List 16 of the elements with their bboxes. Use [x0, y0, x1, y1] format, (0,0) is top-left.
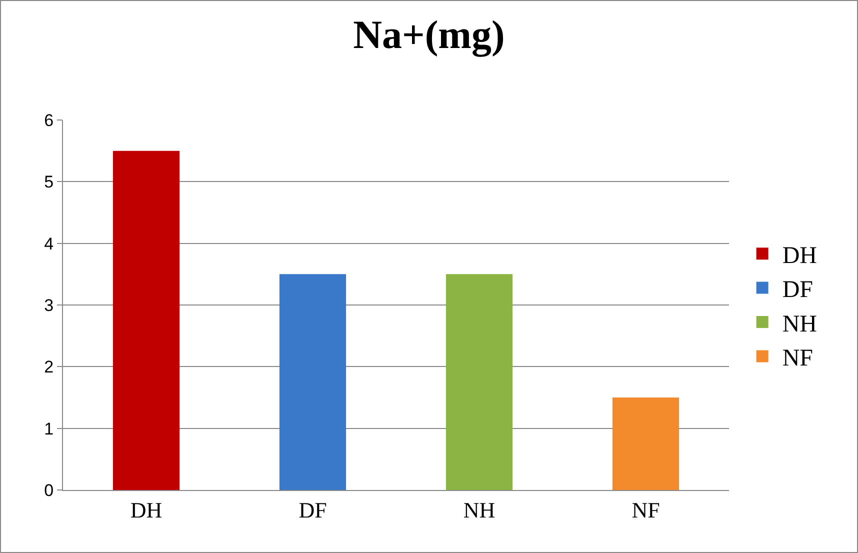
legend-label: DF [782, 277, 814, 304]
legend-label: NH [782, 311, 817, 338]
chart-title: Na+(mg) [353, 12, 505, 58]
y-tick-label: 6 [44, 110, 54, 130]
legend-label: NF [782, 346, 814, 372]
x-tick-label: DH [130, 497, 162, 522]
x-tick-label: NH [463, 497, 496, 522]
y-tick-label: 3 [44, 296, 54, 315]
y-tick-label: 2 [44, 358, 54, 377]
y-tick-label: 5 [44, 172, 54, 192]
x-tick-label: DF [298, 497, 327, 522]
legend-label: DH [782, 242, 817, 269]
y-tick-label: 0 [44, 480, 54, 500]
y-tick-label: 1 [44, 419, 54, 438]
y-tick-label: 4 [44, 234, 54, 254]
x-tick-label: NF [632, 497, 660, 522]
